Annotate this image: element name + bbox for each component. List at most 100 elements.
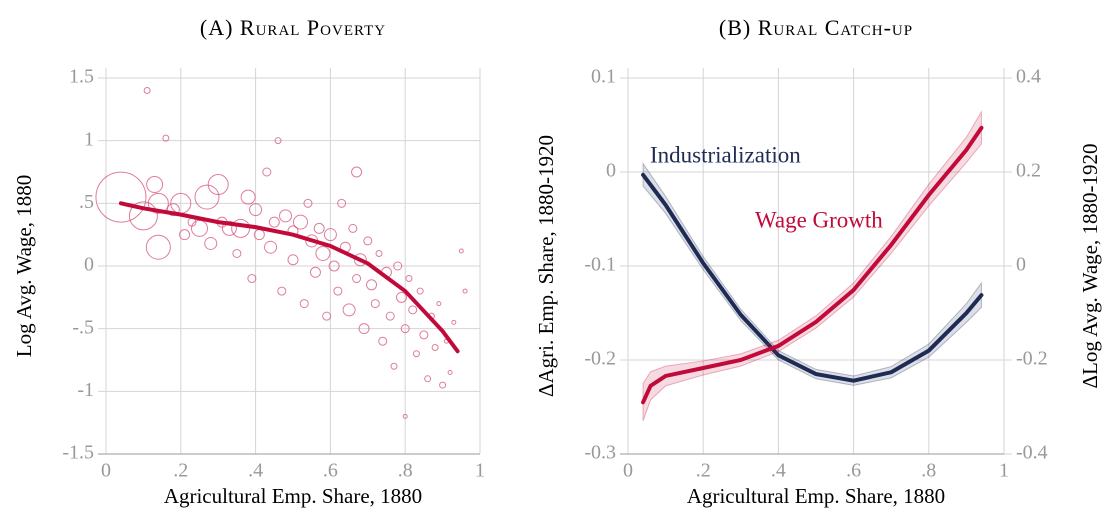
scatter-point [128, 201, 158, 231]
scatter-point [309, 266, 321, 278]
y2-tick-label: 0 [1016, 254, 1026, 276]
scatter-point [358, 323, 370, 335]
scatter-point [405, 275, 413, 283]
series-line [641, 172, 984, 383]
scatter-point [395, 291, 407, 303]
x-tick-label: .4 [248, 460, 263, 482]
chart-title: (B) Rural Catch-up [719, 15, 913, 40]
scatter-point [447, 370, 453, 376]
y-tick-label: -0.3 [584, 442, 616, 464]
y-tick-label: 1 [84, 128, 94, 150]
scatter-point [313, 222, 325, 234]
scatter-point [348, 223, 358, 233]
scatter-point [146, 176, 164, 194]
scatter-point [370, 299, 380, 309]
scatter-point [439, 381, 447, 389]
x-tick-label: 1 [999, 460, 1009, 482]
scatter-point [299, 299, 309, 309]
scatter-point [166, 203, 180, 217]
x-tick-label: .2 [696, 460, 711, 482]
scatter-point [279, 209, 293, 223]
y-axis-label: Log Avg. Wage, 1880 [12, 175, 36, 357]
x-tick-label: .4 [771, 460, 786, 482]
scatter-point [147, 192, 169, 214]
scatter-point [419, 330, 429, 340]
scatter-point [431, 343, 439, 351]
scatter-point [400, 324, 410, 334]
scatter-point [402, 413, 408, 419]
scatter-point [322, 311, 332, 321]
scatter-point [337, 198, 347, 208]
scatter-point [143, 87, 151, 95]
scatter-point [363, 236, 373, 246]
scatter-point [342, 303, 356, 317]
scatter-point [232, 248, 242, 258]
confidence-band [642, 110, 982, 422]
scatter-point [247, 274, 257, 284]
y-tick-label: -1 [77, 379, 94, 401]
scatter-point [408, 305, 418, 315]
x-tick-label: 1 [475, 460, 485, 482]
y-axis-label: ΔAgri. Emp. Share, 1880-1920 [534, 135, 558, 397]
x-tick-label: .6 [846, 460, 861, 482]
scatter-point [451, 319, 457, 325]
y-tick-label: -0.2 [584, 348, 616, 370]
scatter-point [385, 311, 395, 321]
scatter-point [378, 336, 388, 346]
scatter-point [366, 279, 378, 291]
scatter-point [277, 286, 287, 296]
x-tick-label: .2 [173, 460, 188, 482]
x-axis-label: Agricultural Emp. Share, 1880 [687, 484, 945, 508]
series-label: Industrialization [650, 142, 801, 167]
scatter-point [436, 301, 442, 307]
y2-tick-label: -0.4 [1016, 442, 1048, 464]
scatter-point [303, 198, 313, 208]
scatter-point [162, 134, 170, 142]
x-tick-label: 0 [623, 460, 633, 482]
y-tick-label: -0.1 [584, 254, 616, 276]
scatter-point [274, 137, 282, 145]
scatter-point [268, 216, 280, 228]
scatter-point [204, 236, 218, 250]
scatter-point [207, 174, 229, 196]
scatter-point [231, 218, 251, 238]
y-tick-label: -1.5 [62, 442, 94, 464]
y-tick-label: 0.1 [591, 66, 616, 88]
scatter-point [424, 375, 432, 383]
y-tick-label: -.5 [72, 316, 94, 338]
scatter-point [262, 167, 272, 177]
chart-title: (A) Rural Poverty [200, 15, 386, 40]
scatter-point [240, 189, 256, 205]
scatter-point [412, 350, 420, 358]
y2-axis-label: ΔLog Avg. Wage, 1880-1920 [1078, 144, 1102, 389]
scatter-point [315, 245, 331, 261]
y2-tick-label: -0.2 [1016, 348, 1048, 370]
scatter-point [375, 249, 383, 257]
y-tick-label: 0 [84, 254, 94, 276]
x-tick-label: .8 [921, 460, 936, 482]
y-tick-label: 0 [606, 160, 616, 182]
x-axis-label: Agricultural Emp. Share, 1880 [164, 484, 422, 508]
x-tick-label: 0 [101, 460, 111, 482]
scatter-point [328, 260, 340, 272]
x-tick-label: .6 [323, 460, 338, 482]
scatter-point [353, 253, 367, 267]
series-line [641, 125, 984, 405]
scatter-point [292, 214, 308, 230]
scatter-point [390, 362, 398, 370]
y2-tick-label: 0.4 [1016, 66, 1041, 88]
scatter-point [145, 234, 171, 260]
scatter-point [416, 287, 424, 295]
scatter-point [323, 228, 337, 242]
scatter-point [333, 286, 343, 296]
scatter-point [393, 261, 403, 271]
scatter-point [95, 171, 147, 223]
scatter-point [352, 274, 362, 284]
scatter-point [351, 166, 363, 178]
scatter-point [264, 240, 278, 254]
scatter-point [221, 220, 237, 236]
fit-line [118, 201, 460, 354]
y-tick-label: .5 [79, 191, 94, 213]
scatter-point [179, 229, 191, 241]
